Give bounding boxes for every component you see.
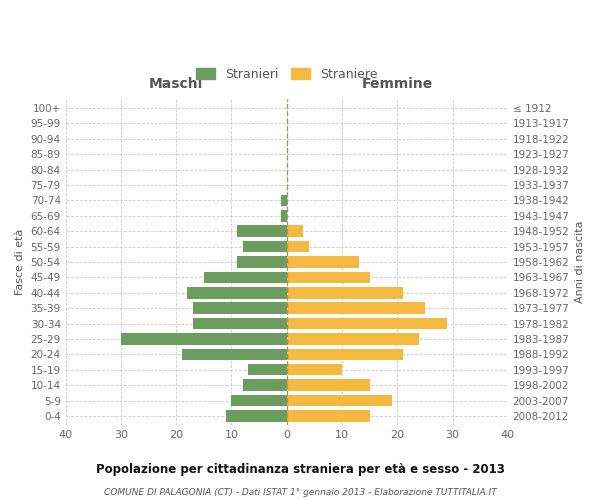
Bar <box>287 333 419 344</box>
Bar <box>287 318 447 330</box>
Bar <box>232 394 287 406</box>
Bar <box>204 272 287 283</box>
Bar <box>121 333 287 344</box>
Bar <box>193 302 287 314</box>
Bar <box>248 364 287 376</box>
Bar <box>287 241 309 252</box>
Bar <box>287 380 370 391</box>
Bar <box>237 256 287 268</box>
Bar <box>287 272 370 283</box>
Bar <box>287 364 342 376</box>
Bar <box>287 256 359 268</box>
Bar <box>287 226 304 237</box>
Legend: Stranieri, Straniere: Stranieri, Straniere <box>191 62 382 86</box>
Bar <box>226 410 287 422</box>
Bar <box>287 410 370 422</box>
Text: Femmine: Femmine <box>362 77 433 91</box>
Bar <box>287 394 392 406</box>
Y-axis label: Anni di nascita: Anni di nascita <box>575 220 585 303</box>
Bar <box>182 348 287 360</box>
Text: COMUNE DI PALAGONIA (CT) - Dati ISTAT 1° gennaio 2013 - Elaborazione TUTTITALIA.: COMUNE DI PALAGONIA (CT) - Dati ISTAT 1°… <box>104 488 496 497</box>
Bar <box>242 241 287 252</box>
Bar <box>287 348 403 360</box>
Bar <box>281 194 287 206</box>
Bar <box>281 210 287 222</box>
Text: Popolazione per cittadinanza straniera per età e sesso - 2013: Popolazione per cittadinanza straniera p… <box>95 462 505 475</box>
Bar <box>242 380 287 391</box>
Text: Maschi: Maschi <box>149 77 203 91</box>
Bar <box>287 302 425 314</box>
Bar <box>187 287 287 298</box>
Bar <box>193 318 287 330</box>
Y-axis label: Fasce di età: Fasce di età <box>15 229 25 295</box>
Bar <box>287 287 403 298</box>
Bar <box>237 226 287 237</box>
